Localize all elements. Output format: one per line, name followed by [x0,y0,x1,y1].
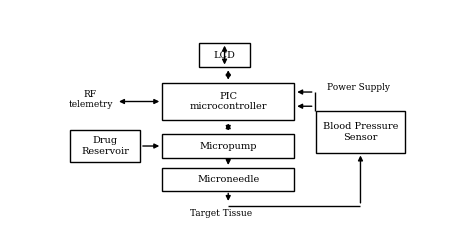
Text: RF
telemetry: RF telemetry [68,90,113,109]
Text: Drug
Reservoir: Drug Reservoir [81,136,129,156]
FancyBboxPatch shape [316,111,405,153]
FancyBboxPatch shape [162,83,294,121]
Text: Micropump: Micropump [200,141,257,151]
Text: Microneedle: Microneedle [197,175,259,184]
FancyBboxPatch shape [70,130,140,162]
Text: Power Supply: Power Supply [328,83,391,92]
Text: Blood Pressure
Sensor: Blood Pressure Sensor [323,122,398,141]
FancyBboxPatch shape [199,43,250,67]
Text: Target Tissue: Target Tissue [190,210,252,218]
FancyBboxPatch shape [162,168,294,190]
Text: LCD: LCD [214,51,236,60]
FancyBboxPatch shape [162,134,294,158]
Text: PIC
microcontroller: PIC microcontroller [190,92,267,111]
